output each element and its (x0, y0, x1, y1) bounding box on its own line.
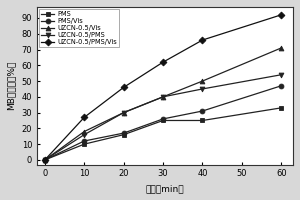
PMS (161, 119, 165, 122)
Y-axis label: MB去除率（%）: MB去除率（%） (7, 61, 16, 110)
Line: PMS: PMS (42, 105, 284, 162)
PMS (43, 159, 47, 161)
PMS/Vis (161, 118, 165, 120)
UZCN-0.5/PMS/Vis (82, 116, 86, 119)
Line: UZCN-0.5/PMS: UZCN-0.5/PMS (42, 72, 284, 162)
Line: UZCN-0.5/Vis: UZCN-0.5/Vis (42, 46, 284, 162)
UZCN-0.5/PMS (82, 133, 86, 136)
UZCN-0.5/PMS (43, 159, 47, 161)
UZCN-0.5/Vis (122, 111, 125, 114)
PMS (201, 119, 204, 122)
UZCN-0.5/Vis (43, 159, 47, 161)
PMS/Vis (122, 132, 125, 134)
UZCN-0.5/PMS/Vis (43, 159, 47, 161)
PMS (122, 133, 125, 136)
PMS/Vis (82, 140, 86, 142)
PMS/Vis (43, 159, 47, 161)
UZCN-0.5/PMS (279, 74, 283, 76)
UZCN-0.5/Vis (161, 96, 165, 98)
X-axis label: 时间（min）: 时间（min） (146, 184, 184, 193)
UZCN-0.5/PMS (122, 111, 125, 114)
Line: UZCN-0.5/PMS/Vis: UZCN-0.5/PMS/Vis (42, 12, 284, 162)
UZCN-0.5/PMS/Vis (279, 14, 283, 16)
PMS/Vis (279, 85, 283, 87)
Line: PMS/Vis: PMS/Vis (42, 83, 284, 162)
UZCN-0.5/PMS/Vis (161, 61, 165, 63)
Legend: PMS, PMS/Vis, UZCN-0.5/Vis, UZCN-0.5/PMS, UZCN-0.5/PMS/Vis: PMS, PMS/Vis, UZCN-0.5/Vis, UZCN-0.5/PMS… (39, 9, 119, 47)
UZCN-0.5/PMS/Vis (201, 39, 204, 41)
UZCN-0.5/Vis (201, 80, 204, 82)
UZCN-0.5/PMS (161, 96, 165, 98)
UZCN-0.5/Vis (82, 130, 86, 133)
PMS/Vis (201, 110, 204, 112)
PMS (82, 143, 86, 145)
PMS (279, 107, 283, 109)
UZCN-0.5/PMS (201, 88, 204, 90)
UZCN-0.5/PMS/Vis (122, 86, 125, 89)
UZCN-0.5/Vis (279, 47, 283, 49)
